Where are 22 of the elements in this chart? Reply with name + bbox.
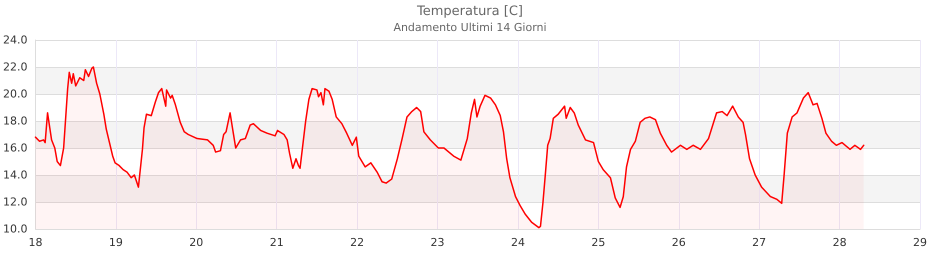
x-tick-label: 25 xyxy=(591,236,606,249)
x-tick-label: 28 xyxy=(832,236,847,249)
x-tick-label: 22 xyxy=(350,236,364,249)
x-tick-label: 24 xyxy=(510,236,525,249)
y-tick-label: 10.0 xyxy=(2,222,28,236)
y-tick-label: 18.0 xyxy=(2,114,28,128)
chart-subtitle: Andamento Ultimi 14 Giorni xyxy=(393,21,547,34)
x-tick-label: 20 xyxy=(189,236,204,249)
x-tick-label: 29 xyxy=(913,236,927,249)
x-tick-label: 23 xyxy=(430,236,445,249)
y-tick-label: 12.0 xyxy=(2,196,28,208)
x-tick-label: 27 xyxy=(752,236,766,249)
y-tick-label: 22.0 xyxy=(2,60,28,74)
y-tick-label: 14.0 xyxy=(2,168,28,182)
x-tick-label: 26 xyxy=(672,236,686,249)
chart-title: Temperatura [C] xyxy=(416,4,523,19)
x-tick-label: 19 xyxy=(108,236,123,249)
y-tick-label: 16.0 xyxy=(2,142,28,154)
y-tick-label: 20.0 xyxy=(2,88,28,100)
y-tick-label: 24.0 xyxy=(2,34,28,46)
x-tick-label: 21 xyxy=(270,236,284,249)
x-tick-label: 18 xyxy=(28,236,42,249)
